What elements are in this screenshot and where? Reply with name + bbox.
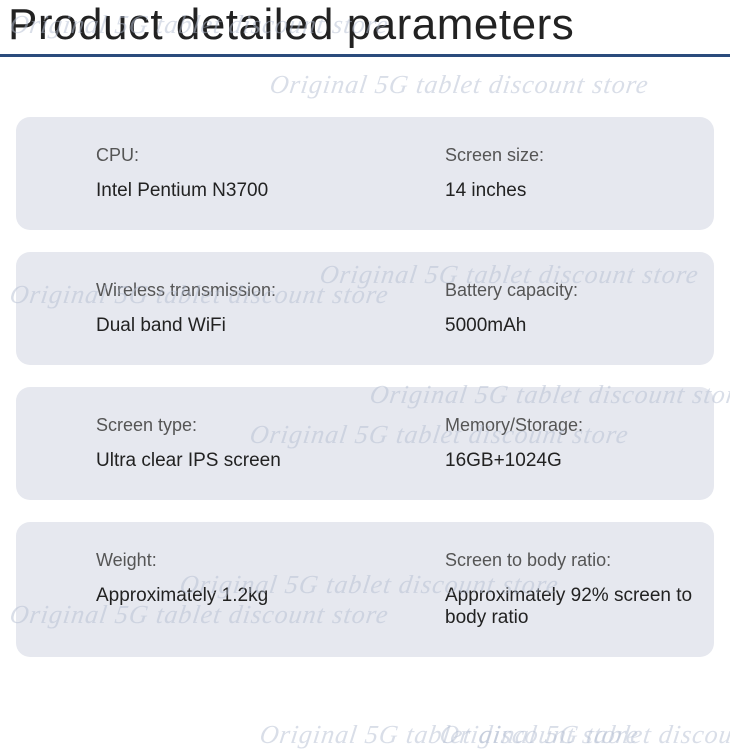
spec-row: CPU: Intel Pentium N3700 Screen size: 14… [16,117,714,230]
spec-row: Wireless transmission: Dual band WiFi Ba… [16,252,714,365]
watermark-text: Original 5G tablet discount store [438,720,730,750]
spec-label: Weight: [96,550,365,571]
spec-cell-ratio: Screen to body ratio: Approximately 92% … [365,550,714,629]
spec-value: Intel Pentium N3700 [96,180,365,202]
spec-label: Screen to body ratio: [445,550,714,571]
spec-cell-weight: Weight: Approximately 1.2kg [16,550,365,629]
spec-value: Dual band WiFi [96,315,365,337]
spec-value: Ultra clear IPS screen [96,450,365,472]
watermark-text: Original 5G tablet discount store [268,70,651,100]
spec-label: CPU: [96,145,365,166]
spec-value: 5000mAh [445,315,714,337]
spec-value: Approximately 92% screen to body ratio [445,585,714,629]
spec-label: Battery capacity: [445,280,714,301]
spec-value: 14 inches [445,180,714,202]
spec-label: Memory/Storage: [445,415,714,436]
page-title: Product detailed parameters [0,0,730,57]
spec-value: 16GB+1024G [445,450,714,472]
spec-row: Screen type: Ultra clear IPS screen Memo… [16,387,714,500]
spec-cell-battery: Battery capacity: 5000mAh [365,280,714,337]
spec-cell-memory: Memory/Storage: 16GB+1024G [365,415,714,472]
spec-value: Approximately 1.2kg [96,585,365,607]
spec-label: Screen size: [445,145,714,166]
spec-cell-wireless: Wireless transmission: Dual band WiFi [16,280,365,337]
spec-cards: CPU: Intel Pentium N3700 Screen size: 14… [0,117,730,657]
watermark-text: Original 5G tablet discount store [258,720,641,750]
spec-row: Weight: Approximately 1.2kg Screen to bo… [16,522,714,657]
spec-cell-cpu: CPU: Intel Pentium N3700 [16,145,365,202]
spec-cell-screen-size: Screen size: 14 inches [365,145,714,202]
spec-label: Screen type: [96,415,365,436]
spec-label: Wireless transmission: [96,280,365,301]
spec-cell-screen-type: Screen type: Ultra clear IPS screen [16,415,365,472]
